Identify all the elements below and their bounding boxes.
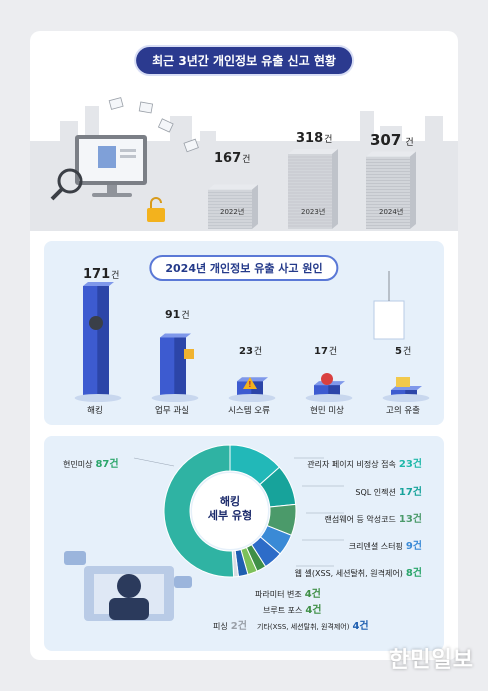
- year-label-2024: 2024년: [379, 208, 404, 216]
- section1-title: 최근 3년간 개인정보 유출 신고 현황: [136, 47, 352, 74]
- hacker-icon: [89, 316, 103, 330]
- label-unknown-hacking: 현민미상 87건: [63, 459, 119, 470]
- count-2024: 307 건: [370, 131, 414, 149]
- padlock-icon: [147, 197, 165, 222]
- label-parameter-tampering: 파라미터 변조 4건: [255, 589, 321, 600]
- cause-count-work-error: 91건: [165, 308, 190, 321]
- label-ransomware: 랜섬웨어 등 악성코드 13건: [324, 514, 422, 525]
- cause-label-system-error: 시스템 오류: [228, 406, 270, 416]
- donut-hole: [192, 473, 268, 549]
- donut-center-line1: 해킹: [219, 495, 241, 508]
- section2-title: 2024년 개인정보 유출 사고 원인: [149, 255, 339, 281]
- label-brute-force: 브루트 포스 4건: [263, 605, 322, 616]
- folder-icon: [184, 349, 194, 359]
- cause-bar-0: [74, 282, 122, 402]
- label-credential-stuffing: 크리덴셜 스터핑 9건: [348, 541, 422, 552]
- count-2022: 167건: [214, 151, 251, 166]
- computer-icon: [75, 135, 147, 197]
- paper-stack-0: [208, 184, 258, 229]
- year-label-2023: 2023년: [301, 208, 326, 216]
- hacker-illustration: [64, 551, 192, 621]
- cause-label-hacking: 해킹: [87, 406, 103, 416]
- cause-label-unknown: 현민 미상: [310, 406, 344, 416]
- cause-count-hacking: 171건: [83, 267, 120, 282]
- cause-label-intentional: 고의 유출: [386, 406, 420, 416]
- cause-count-system-error: 23건: [239, 346, 263, 357]
- hacking-donut-chart: [64, 444, 344, 621]
- paper-stack-2: [366, 151, 416, 230]
- count-2023: 318건: [296, 131, 333, 146]
- cause-label-work-error: 업무 과실: [155, 406, 189, 416]
- cause-bar-1: [151, 333, 199, 402]
- cause-count-intentional: 5건: [395, 346, 412, 357]
- label-etc: 기타(XSS, 세션탈취, 원격제어) 4건: [257, 621, 369, 632]
- leader-line-unknown: [133, 457, 175, 467]
- warning-mark: !: [248, 380, 252, 389]
- cart-icon: [396, 377, 410, 387]
- cause-count-unknown: 17건: [314, 346, 338, 357]
- magnifier-icon: [50, 168, 83, 201]
- paper-stack-1: [288, 148, 338, 229]
- label-phishing: 피싱 2건: [213, 621, 247, 632]
- donut-center-line2: 세부 유형: [207, 509, 253, 522]
- year-label-2022: 2022년: [220, 208, 245, 216]
- warning-icon: [243, 377, 257, 389]
- yearly-paper-stacks: [208, 148, 416, 230]
- cause-bar-4: [382, 386, 430, 402]
- label-web-shell: 웹 셸(XSS, 세션탈취, 원격제어) 8건: [294, 568, 422, 579]
- question-icon: [321, 373, 333, 385]
- infographic-card: 최근 3년간 개인정보 유출 신고 현황: [30, 31, 458, 660]
- hooked-document-icon: [373, 300, 405, 340]
- cause-bars-chart: !: [74, 271, 430, 402]
- donut-slice-9: [163, 444, 235, 578]
- watermark-logo: 한민일보: [389, 648, 474, 673]
- label-sql-injection: SQL 인젝션 17건: [355, 487, 422, 498]
- label-admin-page: 관리자 페이지 비정상 접속 23건: [307, 459, 422, 470]
- flying-documents: [108, 97, 199, 153]
- donut-center-title: 해킹 세부 유형: [202, 495, 258, 523]
